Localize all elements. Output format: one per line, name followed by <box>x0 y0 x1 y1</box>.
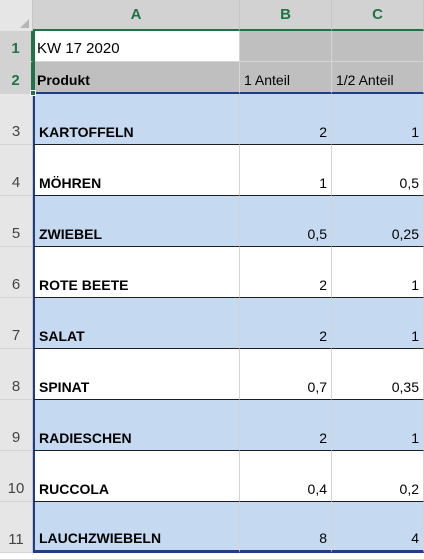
table-row: 4 MÖHREN 1 0,5 <box>0 145 424 196</box>
row-header[interactable]: 8 <box>0 349 33 400</box>
quantity-half-share-cell[interactable]: 4 <box>332 502 424 553</box>
row-header-2[interactable]: 2 <box>0 62 33 94</box>
table-row: 3 KARTOFFELN 2 1 <box>0 94 424 145</box>
sheet-row-2: 2 Produkt 1 Anteil 1/2 Anteil <box>0 62 424 94</box>
table-row: 8 SPINAT 0,7 0,35 <box>0 349 424 400</box>
table-row: 7 SALAT 2 1 <box>0 298 424 349</box>
row-header[interactable]: 11 <box>0 502 33 553</box>
row-header[interactable]: 3 <box>0 94 33 145</box>
product-cell[interactable]: RADIESCHEN <box>33 400 240 451</box>
table-row: 5 ZWIEBEL 0,5 0,25 <box>0 196 424 247</box>
quantity-half-share-cell[interactable]: 0,35 <box>332 349 424 400</box>
quantity-half-share-cell[interactable]: 0,5 <box>332 145 424 196</box>
cell-a2[interactable]: Produkt <box>33 62 240 94</box>
cell-c1[interactable] <box>332 31 424 62</box>
product-cell[interactable]: ROTE BEETE <box>33 247 240 298</box>
quantity-half-share-cell[interactable]: 1 <box>332 94 424 145</box>
cell-b1[interactable] <box>240 31 332 62</box>
row-header-1[interactable]: 1 <box>0 31 33 62</box>
row-header[interactable]: 5 <box>0 196 33 247</box>
quantity-full-share-cell[interactable]: 2 <box>240 400 332 451</box>
selection-border <box>33 31 35 94</box>
quantity-half-share-cell[interactable]: 1 <box>332 247 424 298</box>
sheet-row-1: 1 KW 17 2020 <box>0 31 424 62</box>
table-row: 11 LAUCHZWIEBELN 8 4 <box>0 502 424 553</box>
select-all-corner[interactable] <box>0 0 33 31</box>
quantity-full-share-cell[interactable]: 1 <box>240 145 332 196</box>
column-header-b[interactable]: B <box>240 0 332 31</box>
cell-a1[interactable]: KW 17 2020 <box>33 31 240 62</box>
product-cell[interactable]: ZWIEBEL <box>33 196 240 247</box>
row-header[interactable]: 6 <box>0 247 33 298</box>
table-row: 9 RADIESCHEN 2 1 <box>0 400 424 451</box>
product-cell[interactable]: LAUCHZWIEBELN <box>33 502 240 553</box>
cell-c2[interactable]: 1/2 Anteil <box>332 62 424 94</box>
product-cell[interactable]: MÖHREN <box>33 145 240 196</box>
column-header-row: A B C <box>0 0 424 31</box>
quantity-half-share-cell[interactable]: 1 <box>332 298 424 349</box>
column-header-c[interactable]: C <box>332 0 424 31</box>
fill-handle[interactable] <box>30 90 36 96</box>
product-cell[interactable]: RUCCOLA <box>33 451 240 502</box>
quantity-half-share-cell[interactable]: 0,25 <box>332 196 424 247</box>
quantity-full-share-cell[interactable]: 0,4 <box>240 451 332 502</box>
quantity-full-share-cell[interactable]: 2 <box>240 94 332 145</box>
quantity-full-share-cell[interactable]: 0,5 <box>240 196 332 247</box>
cell-b2[interactable]: 1 Anteil <box>240 62 332 94</box>
row-header[interactable]: 7 <box>0 298 33 349</box>
product-cell[interactable]: SALAT <box>33 298 240 349</box>
product-cell[interactable]: SPINAT <box>33 349 240 400</box>
product-cell[interactable]: KARTOFFELN <box>33 94 240 145</box>
table-row: 10 RUCCOLA 0,4 0,2 <box>0 451 424 502</box>
row-header[interactable]: 9 <box>0 400 33 451</box>
quantity-half-share-cell[interactable]: 1 <box>332 400 424 451</box>
quantity-full-share-cell[interactable]: 8 <box>240 502 332 553</box>
table-row: 6 ROTE BEETE 2 1 <box>0 247 424 298</box>
row-header[interactable]: 10 <box>0 451 33 502</box>
quantity-half-share-cell[interactable]: 0,2 <box>332 451 424 502</box>
quantity-full-share-cell[interactable]: 2 <box>240 247 332 298</box>
column-header-a[interactable]: A <box>33 0 240 31</box>
quantity-full-share-cell[interactable]: 2 <box>240 298 332 349</box>
row-header[interactable]: 4 <box>0 145 33 196</box>
quantity-full-share-cell[interactable]: 0,7 <box>240 349 332 400</box>
